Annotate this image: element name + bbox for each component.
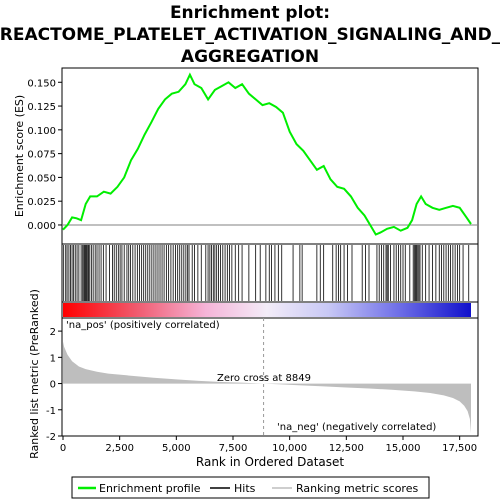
metric-y-tick-label: 2 bbox=[50, 327, 56, 338]
zero-cross-label: Zero cross at 8849 bbox=[217, 373, 311, 384]
es-y-tick-label: 0.025 bbox=[27, 197, 56, 208]
metric-y-axis-label: Ranked list metric (PreRanked) bbox=[28, 289, 41, 459]
x-tick-label: 10,000 bbox=[272, 443, 307, 454]
x-tick-label: 0 bbox=[60, 443, 66, 454]
es-y-axis-label: Enrichment score (ES) bbox=[13, 95, 26, 217]
hit-markers bbox=[63, 245, 470, 301]
x-tick-label: 17,500 bbox=[442, 443, 477, 454]
es-y-tick-label: 0.050 bbox=[27, 173, 56, 184]
x-axis-label: Rank in Ordered Dataset bbox=[196, 455, 344, 469]
x-tick-label: 2,500 bbox=[105, 443, 134, 454]
title-line-2: REACTOME_PLATELET_ACTIVATION_SIGNALING_A… bbox=[0, 25, 500, 45]
legend-box bbox=[71, 476, 430, 499]
ranking-heat-bar bbox=[63, 303, 471, 317]
es-y-axis: 0.000 0.025 0.050 0.075 0.100 0.125 0.150 bbox=[27, 78, 62, 232]
es-y-tick-label: 0.100 bbox=[27, 126, 56, 137]
metric-y-tick-label: 0 bbox=[50, 380, 56, 391]
legend-hits-label: Hits bbox=[234, 482, 256, 495]
x-tick-label: 15,000 bbox=[386, 443, 421, 454]
x-axis: 0 2,500 5,000 7,500 10,000 12,500 15,000 17,500 bbox=[60, 436, 477, 454]
title-line-1: Enrichment plot: bbox=[170, 3, 330, 23]
enrichment-profile-line bbox=[62, 72, 472, 236]
es-y-tick-label: 0.150 bbox=[27, 78, 56, 89]
es-y-tick-label: 0.125 bbox=[27, 102, 56, 113]
metric-y-axis: -2 -1 0 1 2 bbox=[46, 327, 62, 443]
x-tick-label: 7,500 bbox=[219, 443, 248, 454]
legend-enrichment-label: Enrichment profile bbox=[99, 482, 201, 495]
legend-ranking-label: Ranking metric scores bbox=[296, 482, 418, 495]
metric-y-tick-label: 1 bbox=[50, 353, 56, 364]
es-y-tick-label: 0.000 bbox=[27, 221, 56, 232]
metric-panel-frame bbox=[61, 317, 479, 437]
x-tick-label: 5,000 bbox=[162, 443, 191, 454]
es-y-tick-label: 0.075 bbox=[27, 150, 56, 161]
metric-y-tick-label: -2 bbox=[46, 432, 56, 443]
es-panel-frame bbox=[61, 67, 479, 245]
ranked-metric-area bbox=[63, 341, 471, 434]
positive-correlation-label: 'na_pos' (positively correlated) bbox=[66, 320, 220, 331]
title-line-3: AGGREGATION bbox=[181, 47, 319, 67]
metric-y-tick-label: -1 bbox=[46, 406, 56, 417]
negative-correlation-label: 'na_neg' (negatively correlated) bbox=[277, 422, 436, 433]
x-tick-label: 12,500 bbox=[329, 443, 364, 454]
